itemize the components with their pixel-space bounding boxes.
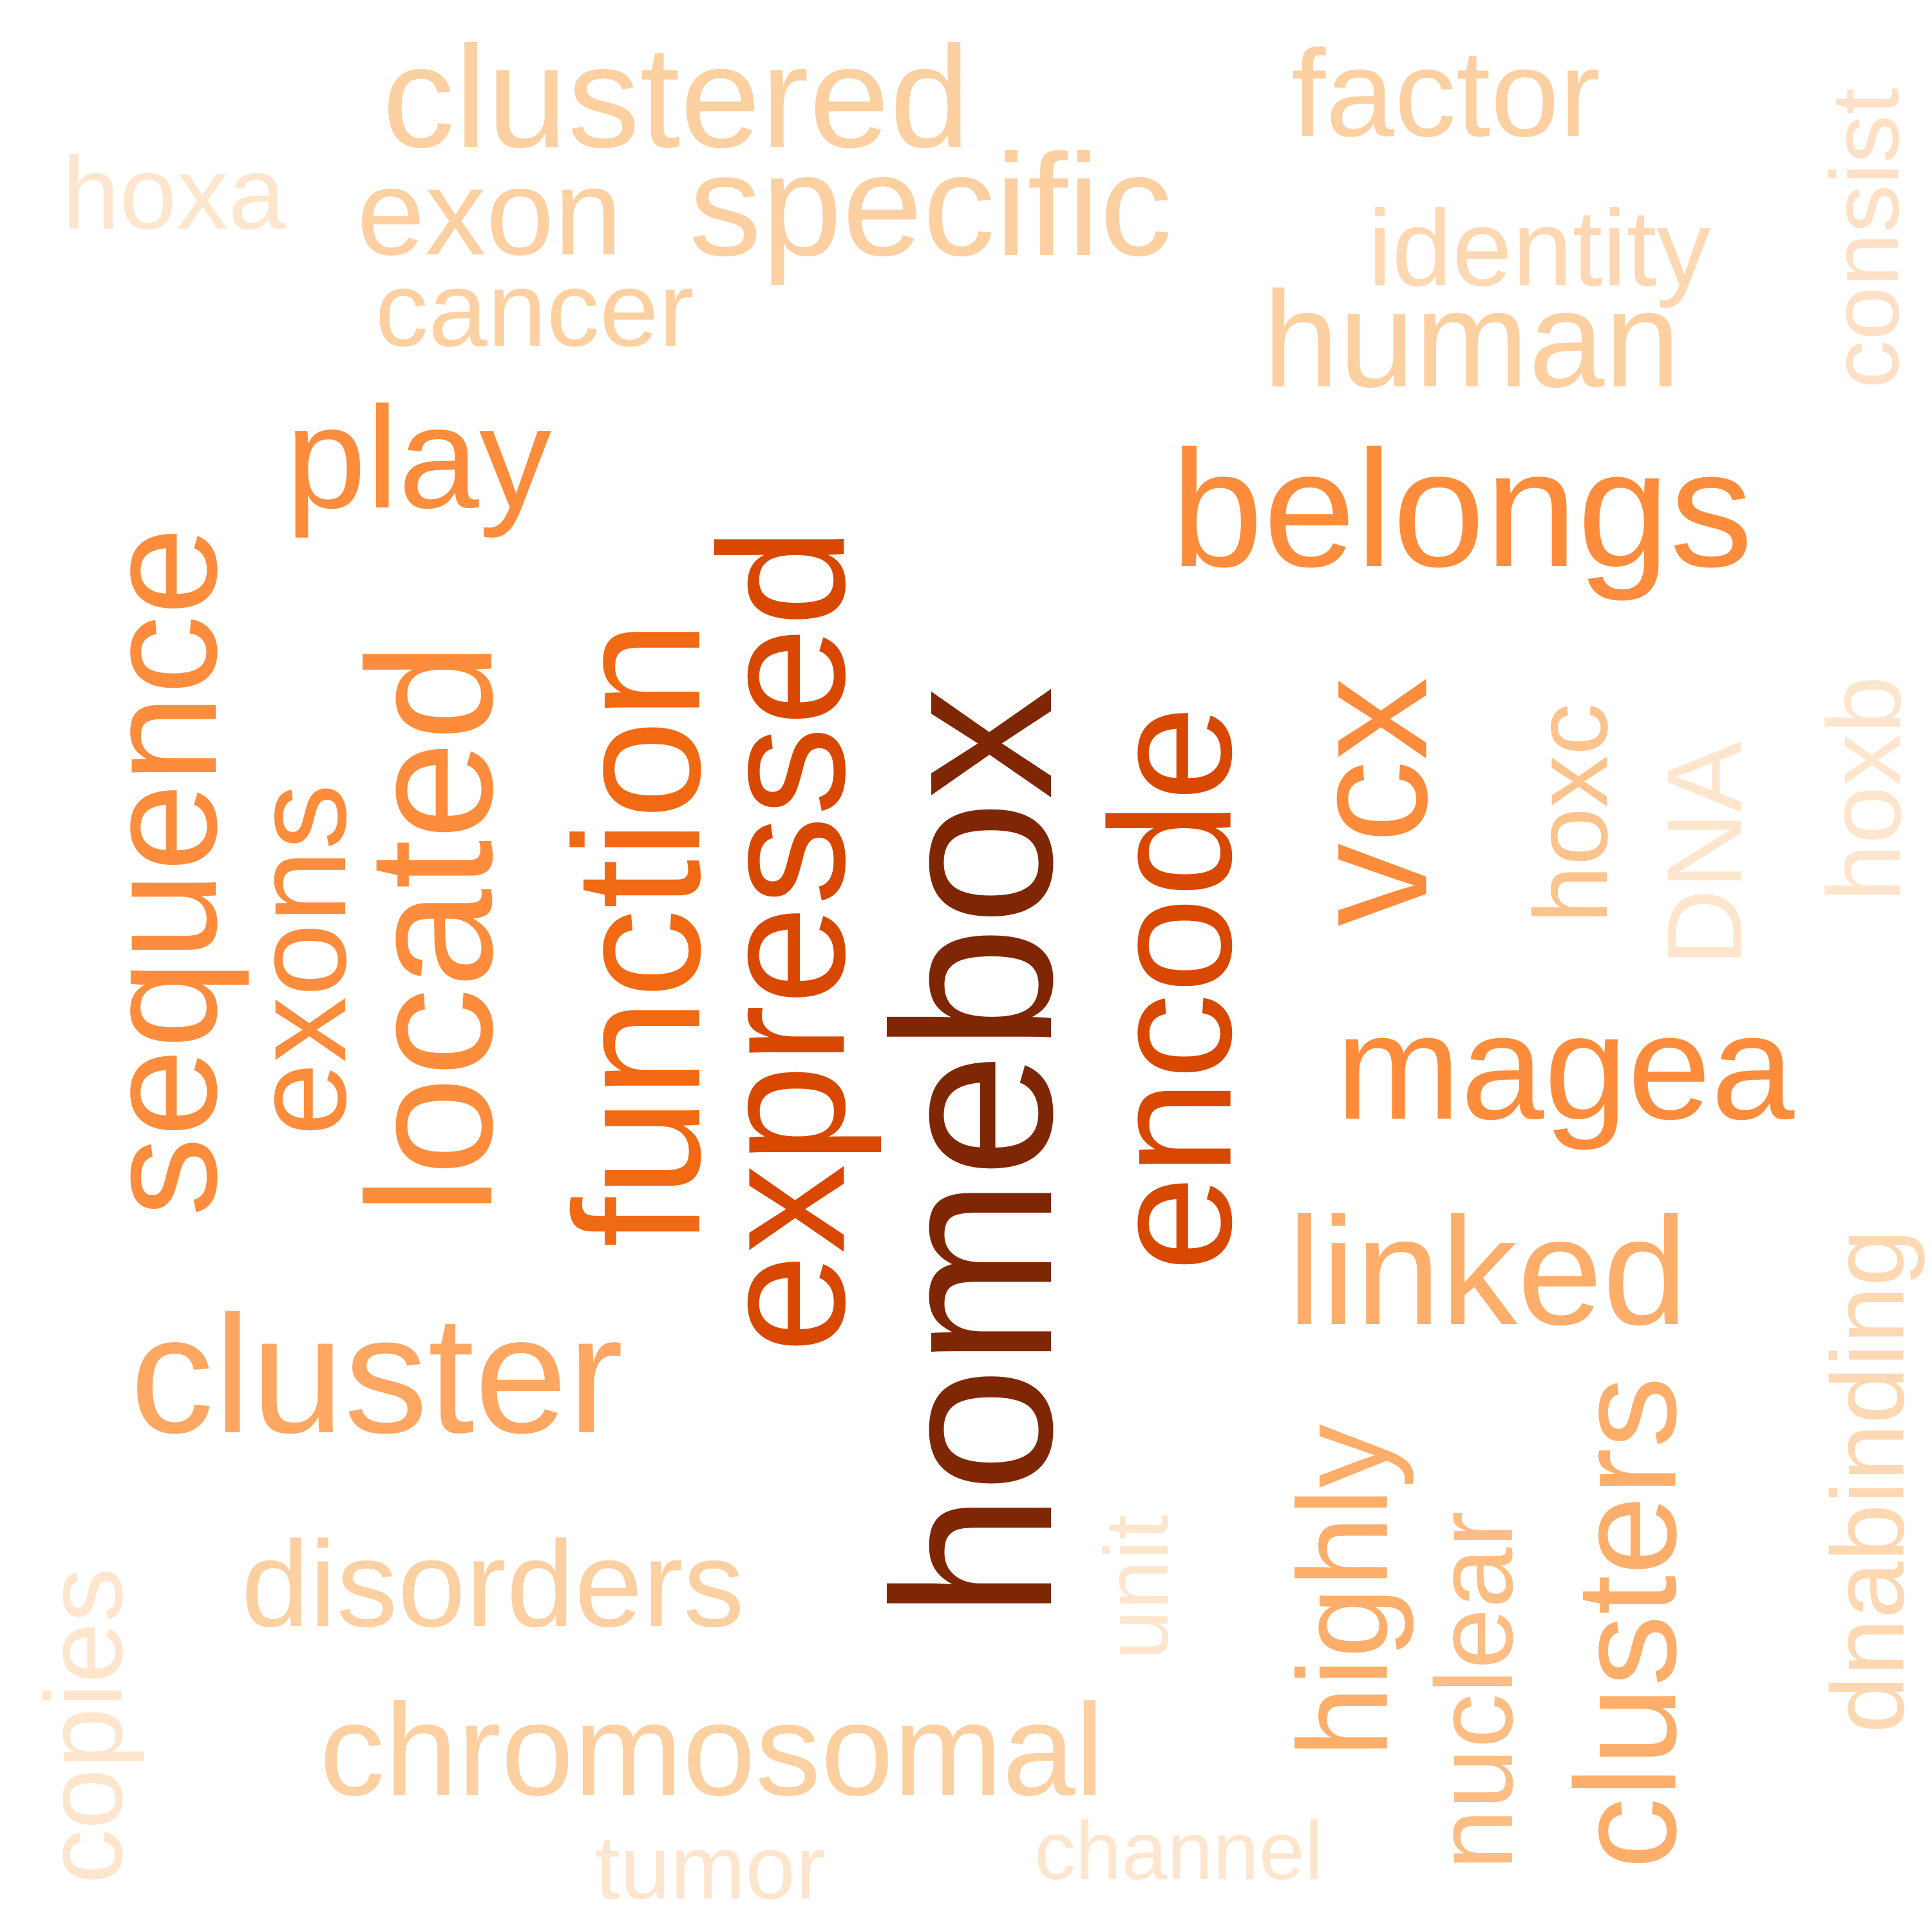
word-consist: consist	[1810, 88, 1918, 389]
word-disorders: disorders	[241, 1516, 744, 1653]
word-belongs: belongs	[1171, 415, 1753, 601]
word-homebox: homebox	[846, 686, 1100, 1620]
word-hoxb: hoxb	[1806, 676, 1923, 902]
word-hoxa: hoxa	[62, 135, 286, 251]
word-cancer: cancer	[375, 249, 694, 368]
word-channel: channel	[1034, 1805, 1323, 1897]
word-function: function	[536, 620, 737, 1247]
word-cluster: cluster	[130, 1282, 623, 1468]
word-specific: specific	[689, 123, 1173, 286]
word-play: play	[285, 375, 552, 538]
word-magea: magea	[1336, 983, 1795, 1151]
word-encode: encode	[1074, 705, 1267, 1272]
word-vcx: vcx	[1275, 677, 1461, 927]
word-factor: factor	[1291, 24, 1601, 162]
word-copies: copies	[23, 1567, 146, 1884]
word-clustered: clustered	[382, 15, 971, 178]
word-linked: linked	[1287, 1186, 1688, 1357]
word-hoxc: hoxc	[1513, 703, 1630, 924]
word-highly: highly	[1271, 1424, 1414, 1757]
word-identity: identity	[1368, 187, 1711, 308]
word-dna: DNA	[1645, 741, 1764, 966]
word-nuclear: nuclear	[1413, 1511, 1536, 1870]
word-chromosomal: chromosomal	[319, 1676, 1104, 1823]
word-exons: exons	[225, 783, 374, 1136]
word-unit: unit	[1085, 1515, 1187, 1660]
word-human: human	[1263, 263, 1681, 415]
word-clusters: clusters	[1546, 1376, 1706, 1870]
word-tumor: tumor	[595, 1817, 826, 1918]
word-exon: exon	[357, 144, 623, 281]
word-dnabinding: dnabinding	[1809, 1229, 1925, 1734]
word-sequence: sequence	[71, 526, 250, 1217]
